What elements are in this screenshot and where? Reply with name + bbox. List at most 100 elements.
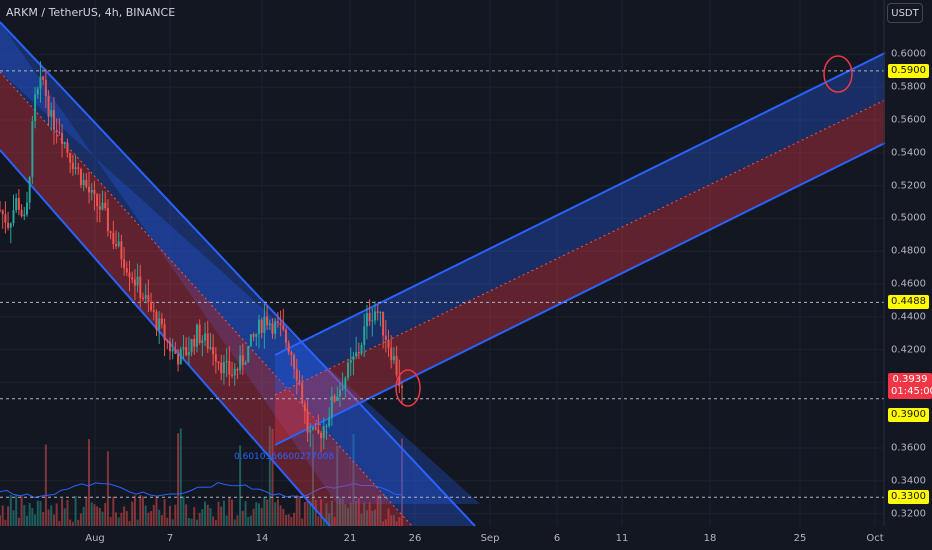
- badge-price: 0.3300: [891, 491, 926, 503]
- volume-bar: [106, 451, 109, 526]
- candle-body: [61, 133, 64, 144]
- candle-body: [271, 323, 274, 334]
- support-circle: [395, 369, 421, 407]
- volume-bar: [247, 516, 250, 526]
- candle-body: [341, 388, 344, 390]
- volume-bar: [17, 517, 20, 526]
- candle-body: [347, 362, 350, 378]
- volume-bar: [317, 516, 320, 526]
- candle-body: [249, 334, 252, 347]
- volume-bar: [295, 495, 298, 526]
- candle-body: [98, 206, 101, 210]
- volume-bar: [61, 498, 64, 526]
- candle-body: [228, 360, 231, 375]
- volume-bar: [314, 499, 317, 526]
- volume-bar: [363, 502, 366, 526]
- currency-button[interactable]: USDT: [887, 3, 923, 23]
- volume-bar: [15, 494, 18, 526]
- volume-bar: [293, 512, 296, 526]
- volume-bar: [231, 499, 234, 526]
- volume-bar: [71, 521, 74, 526]
- volume-bar: [93, 504, 96, 526]
- volume-bar: [320, 499, 323, 526]
- candle-body: [349, 359, 352, 363]
- candlesticks: [0, 61, 403, 453]
- level-price-badge: 0.3900: [888, 407, 929, 422]
- volume-bar: [225, 515, 228, 526]
- candle-body: [382, 311, 385, 336]
- descending-channel-upper-band: [0, 22, 480, 504]
- candle-body: [28, 176, 31, 203]
- price-tick-label: 0.3600: [891, 442, 926, 454]
- volume-bar: [69, 519, 72, 526]
- candle-body: [268, 323, 271, 326]
- volume-bar: [236, 515, 239, 526]
- volume-bar: [355, 500, 358, 526]
- volume-bar: [123, 506, 126, 526]
- volume-bar: [31, 508, 34, 526]
- badge-countdown: 01:45:00: [891, 386, 932, 398]
- candle-body: [168, 341, 171, 352]
- candle-body: [290, 352, 293, 355]
- volume-bar: [187, 517, 190, 526]
- candle-body: [392, 356, 395, 361]
- candle-body: [374, 311, 377, 321]
- candle-body: [387, 339, 390, 348]
- candle-body: [179, 349, 182, 365]
- volume-bar: [303, 502, 306, 526]
- candle-body: [139, 276, 142, 298]
- volume-bar: [28, 502, 31, 526]
- candle-body: [23, 214, 26, 217]
- candle-body: [244, 362, 247, 365]
- time-tick-label: 18: [703, 533, 717, 544]
- time-tick-label: Sep: [480, 533, 500, 544]
- candle-body: [106, 208, 109, 232]
- volume-bar: [74, 495, 77, 526]
- volume-bar: [209, 508, 212, 526]
- volume-bar: [228, 497, 231, 526]
- price-tick-label: 0.4800: [891, 245, 926, 257]
- volume-bar: [98, 507, 101, 526]
- volume-bar: [330, 500, 333, 526]
- volume-bar: [395, 521, 398, 526]
- volume-bar: [328, 513, 331, 526]
- candle-body: [206, 333, 209, 349]
- volume-bar: [63, 508, 66, 526]
- candle-body: [174, 349, 177, 354]
- candle-body: [82, 180, 85, 186]
- volume-bar: [52, 514, 55, 526]
- annotation-circles: [395, 55, 853, 407]
- candle-body: [182, 347, 185, 350]
- target-circle: [823, 55, 853, 93]
- volume-bar: [368, 502, 371, 526]
- candle-body: [317, 429, 320, 433]
- candle-body: [301, 383, 304, 404]
- volume-bar: [382, 521, 385, 526]
- channel-drawings[interactable]: [0, 21, 886, 530]
- volume-bar: [212, 516, 215, 526]
- candle-body: [222, 361, 225, 374]
- candle-body: [177, 353, 180, 365]
- volume-bar: [349, 502, 352, 526]
- candle-body: [231, 374, 234, 376]
- candle-body: [17, 198, 20, 210]
- candle-body: [58, 131, 61, 134]
- time-tick-label: 14: [255, 533, 269, 544]
- volume-bar: [158, 509, 161, 526]
- candle-body: [112, 232, 115, 245]
- candle-body: [123, 259, 126, 269]
- candle-body: [101, 202, 104, 210]
- candle-body: [357, 352, 360, 354]
- volume-bar: [398, 517, 401, 526]
- volume-bar: [204, 501, 207, 526]
- badge-price: 0.4488: [891, 296, 926, 308]
- volume-bar: [206, 504, 209, 526]
- candle-body: [320, 432, 323, 439]
- volume-bar: [266, 499, 269, 526]
- candle-body: [144, 295, 147, 299]
- candle-body: [201, 340, 204, 343]
- candle-body: [263, 316, 266, 333]
- badge-price: 0.3900: [891, 408, 926, 420]
- candle-body: [104, 202, 107, 209]
